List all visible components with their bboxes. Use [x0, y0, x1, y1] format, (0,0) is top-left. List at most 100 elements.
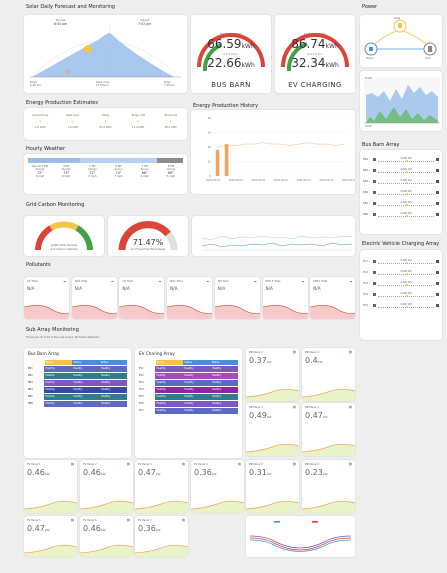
bus-barn-gauge-card[interactable]: ESTIMATED 66.59kWh ACTUAL 22.66kWh BUS B…	[191, 15, 271, 93]
carbon-history-card[interactable]	[192, 216, 355, 256]
weather-hour-label: 8 PM	[167, 165, 175, 168]
power-flow-card[interactable]: Solar Home Grid	[360, 15, 442, 67]
table-row[interactable]: EV1 Healthy Healthy Healthy	[139, 366, 238, 372]
array-row-name: BB2	[363, 169, 369, 172]
ev-array-card[interactable]: EV1 0.000 kW EV2 0.000 kW EV3 0.000 kW EV4 0.00…	[360, 250, 442, 340]
hourly-weather-card[interactable]: Sep 16 3 PM Cloudy 72° 8 mph 4 PM Cloudy 73° 9 …	[24, 154, 187, 194]
table-row[interactable]: EV7 Healthy Healthy Healthy	[139, 408, 238, 414]
array-row[interactable]: EV5 0.000 kW	[363, 300, 439, 311]
tile-value-unit: kW	[155, 528, 161, 532]
sub-array-tile[interactable]: EV Panel 3 ▦ 0.47kW	[135, 460, 188, 513]
pollutant-card[interactable]: NOx Total ☁ N/A	[167, 277, 213, 319]
sub-array-tile[interactable]: EV Panel 1 ▦ 0.46kW	[24, 460, 77, 513]
power-history-card[interactable]: 5 kW 0 kW	[360, 71, 442, 131]
table-row[interactable]: EV6 Healthy Healthy Healthy	[139, 401, 238, 407]
array-row[interactable]: EV3 0.000 kW	[363, 278, 439, 289]
solar-forecast-card[interactable]: Sunrise 6:54 am Sunset 7:03 pm Dawn 6:28 …	[24, 15, 187, 93]
table-row[interactable]: EV4 Healthy Healthy Healthy	[139, 387, 238, 393]
array-row-track: 0.000 kW	[378, 179, 434, 185]
ev-actual-label: ACTUAL	[307, 52, 323, 56]
array-row-value: 0.000 kW	[400, 302, 412, 306]
sub-array-tile[interactable]: EV Panel 7 ▦ 0.36kW	[135, 516, 188, 557]
bus-barn-table-card[interactable]: Bus Barn Array Status Status Status BB1 Heal…	[24, 348, 131, 458]
pollutant-card[interactable]: PM10 Total ☁ N/A	[310, 277, 356, 319]
history-bar	[343, 130, 347, 176]
array-row[interactable]: EV4 0.000 kW	[363, 289, 439, 300]
pollutant-card[interactable]: O3 Total ☁ N/A	[119, 277, 165, 319]
table-row[interactable]: BB2 Healthy Healthy Healthy	[28, 373, 127, 379]
inverter-icon	[436, 180, 439, 183]
tile-value: 0.47kW	[138, 468, 161, 477]
estimate-header: Today, left	[131, 114, 145, 117]
fossil-fuel-gauge	[118, 220, 178, 251]
sub-array-note: There are 10 of 10 active sub arrays. No…	[26, 336, 100, 339]
table-row[interactable]: EV5 Healthy Healthy Healthy	[139, 394, 238, 400]
history-x-label: 2025-09-16	[319, 179, 333, 182]
history-bar	[325, 137, 329, 176]
table-row[interactable]: BB3 Healthy Healthy Healthy	[28, 380, 127, 386]
tile-sparkline	[80, 500, 133, 510]
sub-array-tile[interactable]: EV Panel 6 ▦ 0.46kW	[80, 516, 133, 557]
pollutant-trend	[310, 305, 356, 319]
table-row[interactable]: EV3 Healthy Healthy Healthy	[139, 380, 238, 386]
sub-array-tile[interactable]: BB Panel 4 ▦ 0.47kW	[302, 403, 355, 456]
sun-icon: ☀	[136, 119, 140, 124]
energy-history-card[interactable]: 40 30 20 10 0 2025-09-01 2025-09-04 2025-09-07 2…	[191, 110, 355, 194]
solar-panel-icon: ▦	[181, 518, 185, 522]
array-row[interactable]: EV1 0.000 kW	[363, 256, 439, 267]
solar-panel-icon	[373, 202, 376, 205]
table-status-cell: Healthy	[43, 401, 72, 407]
ev-charging-gauge-card[interactable]: ESTIMATED 86.74kWh ACTUAL 32.34kWh EV CH…	[275, 15, 355, 93]
solar-panel-icon: ▦	[292, 462, 296, 466]
table-row[interactable]: BB4 Healthy Healthy Healthy	[28, 387, 127, 393]
array-row-track: 0.000 kW	[378, 168, 434, 174]
weather-temp: 70°	[115, 171, 122, 175]
pollutant-value: N/A	[170, 286, 178, 291]
fossil-fuel-card[interactable]: 71.47% and Fossil Fuel Percentage	[108, 216, 188, 256]
array-row[interactable]: BB5 0.000 kW	[363, 198, 439, 209]
tile-label: EV Panel 3	[138, 463, 152, 466]
table-status-cell: Healthy	[154, 366, 183, 372]
sub-array-tile[interactable]: EV Panel 4 ▦ 0.36kW	[191, 460, 244, 513]
pollutant-card[interactable]: NO2 Total ☁ N/A	[71, 277, 117, 319]
sub-array-tile[interactable]: EV Panel 2 ▦ 0.46kW	[80, 460, 133, 513]
array-row[interactable]: BB1 0.000 kW	[363, 154, 439, 165]
estimate-header: Tomorrow	[164, 114, 177, 117]
tile-value-unit: kW	[100, 472, 106, 476]
array-row[interactable]: BB6 0.000 kW	[363, 209, 439, 220]
pollutant-card[interactable]: CO Total ☁ N/A	[24, 277, 69, 319]
array-row[interactable]: BB2 0.000 kW	[363, 165, 439, 176]
table-row[interactable]: BB6 Healthy Healthy Healthy	[28, 401, 127, 407]
section-title-weather: Hourly Weather	[26, 146, 66, 152]
pollutant-trend	[167, 305, 213, 319]
table-row-name: EV1	[139, 367, 144, 370]
array-row-track: 0.000 kW	[378, 270, 434, 276]
pollutant-card[interactable]: PM2.5 Total ☁ N/A	[262, 277, 308, 319]
sub-array-tile[interactable]: BB Panel 1 ▦ 0.37kW	[246, 348, 299, 401]
carbon-intensity-card[interactable]: g/kWh CO2 intensity and Carbon Intensity	[24, 216, 104, 256]
array-row[interactable]: EV2 0.000 kW	[363, 267, 439, 278]
pollutant-trend	[119, 305, 165, 319]
energy-estimates-card[interactable]: Current hour ☀ 1.8 kWh Next hour ☀ 1.6 kWh Tod…	[24, 108, 187, 140]
combined-power-chart-card[interactable]	[246, 516, 355, 557]
sub-array-tile[interactable]: BB Panel 5 ▦ 0.31kW	[246, 460, 299, 513]
table-header-cell: Status	[72, 360, 100, 365]
sub-array-tile[interactable]: BB Panel 2 ▦ 0.4kW	[302, 348, 355, 401]
ev-table-card[interactable]: EV Charing Array Status Status Status EV1 He…	[135, 348, 242, 458]
ev-table: Status Status Status EV1 Healthy Healthy Healt…	[139, 360, 238, 415]
array-row[interactable]: BB3 0.000 kW	[363, 176, 439, 187]
history-bar	[270, 121, 274, 176]
estimate-item: Tomorrow ☀ 38.2 kWh	[156, 114, 186, 129]
sub-array-tile[interactable]: BB Panel 6 ▦ 0.23kW	[302, 460, 355, 513]
pollutant-card[interactable]: PM Total ☁ N/A	[214, 277, 260, 319]
table-status-cell: Healthy	[182, 380, 211, 386]
table-row-name: EV2	[139, 374, 144, 377]
table-row[interactable]: EV2 Healthy Healthy Healthy	[139, 373, 238, 379]
array-row[interactable]: BB4 0.000 kW	[363, 187, 439, 198]
table-row[interactable]: BB1 Healthy Healthy Healthy	[28, 366, 127, 372]
sub-array-tile[interactable]: EV Panel 5 ▦ 0.47kW	[24, 516, 77, 557]
sub-array-tile[interactable]: BB Panel 3 ▦ 0.49kW	[246, 403, 299, 456]
table-row[interactable]: BB5 Healthy Healthy Healthy	[28, 394, 127, 400]
bus-barn-array-card[interactable]: BB1 0.000 kW BB2 0.000 kW BB3 0.000 kW BB4 0.00…	[360, 150, 442, 234]
bus-barn-rows: BB1 0.000 kW BB2 0.000 kW BB3 0.000 kW BB4 0.00…	[360, 150, 442, 224]
